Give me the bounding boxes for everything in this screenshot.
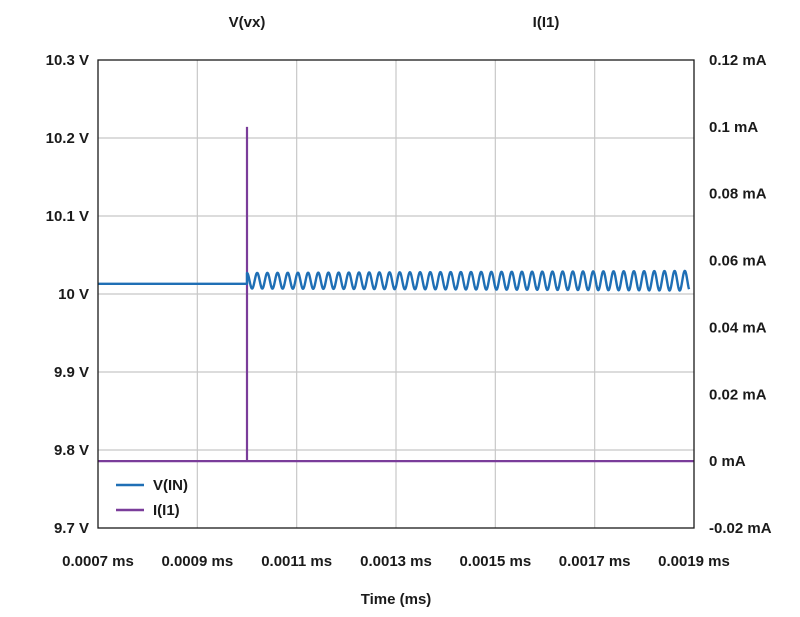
y-tick-label: 10.3 V xyxy=(46,52,89,69)
grid xyxy=(98,60,694,528)
y2-tick-label: -0.02 mA xyxy=(709,520,772,537)
y-tick-label: 10 V xyxy=(58,286,89,303)
x-axis: 0.0007 ms 0.0009 ms 0.0011 ms 0.0013 ms 0.00… xyxy=(62,553,730,570)
y2-tick-label: 0.02 mA xyxy=(709,386,767,403)
series-group xyxy=(98,126,694,463)
y2-tick-label: 0 mA xyxy=(709,453,746,470)
x-tick-label: 0.0017 ms xyxy=(559,553,631,570)
y2-tick-label: 0.06 mA xyxy=(709,253,767,270)
plot-frame xyxy=(97,59,695,529)
y2-tick-label: 0.1 mA xyxy=(709,119,758,136)
y-tick-label: 9.7 V xyxy=(54,520,89,537)
legend: V(IN) I(I1) xyxy=(116,477,188,519)
y-axis: 10.3 V 10.2 V 10.1 V 10 V 9.9 V 9.8 V 9.7 V xyxy=(46,52,89,537)
y-tick-label: 9.8 V xyxy=(54,442,89,459)
x-tick-label: 0.0019 ms xyxy=(658,553,730,570)
y-tick-label: 10.1 V xyxy=(46,208,89,225)
legend-label: V(IN) xyxy=(153,477,188,494)
x-tick-label: 0.0013 ms xyxy=(360,553,432,570)
x-axis-label: Time (ms) xyxy=(361,591,432,608)
x-tick-label: 0.0009 ms xyxy=(161,553,233,570)
series-line-vin xyxy=(98,269,691,292)
left-header: V(vx) xyxy=(229,14,266,31)
x-tick-label: 0.0015 ms xyxy=(459,553,531,570)
y2-tick-label: 0.08 mA xyxy=(709,186,767,203)
right-header: I(I1) xyxy=(533,14,560,31)
y2-axis: 0.12 mA 0.1 mA 0.08 mA 0.06 mA 0.04 mA 0.02 m… xyxy=(709,52,772,537)
y2-tick-label: 0.12 mA xyxy=(709,52,767,69)
y-tick-label: 10.2 V xyxy=(46,130,89,147)
series-line-i1 xyxy=(98,126,694,463)
legend-label: I(I1) xyxy=(153,502,180,519)
y-tick-label: 9.9 V xyxy=(54,364,89,381)
y2-tick-label: 0.04 mA xyxy=(709,319,767,336)
x-tick-label: 0.0007 ms xyxy=(62,553,134,570)
x-tick-label: 0.0011 ms xyxy=(261,553,332,570)
